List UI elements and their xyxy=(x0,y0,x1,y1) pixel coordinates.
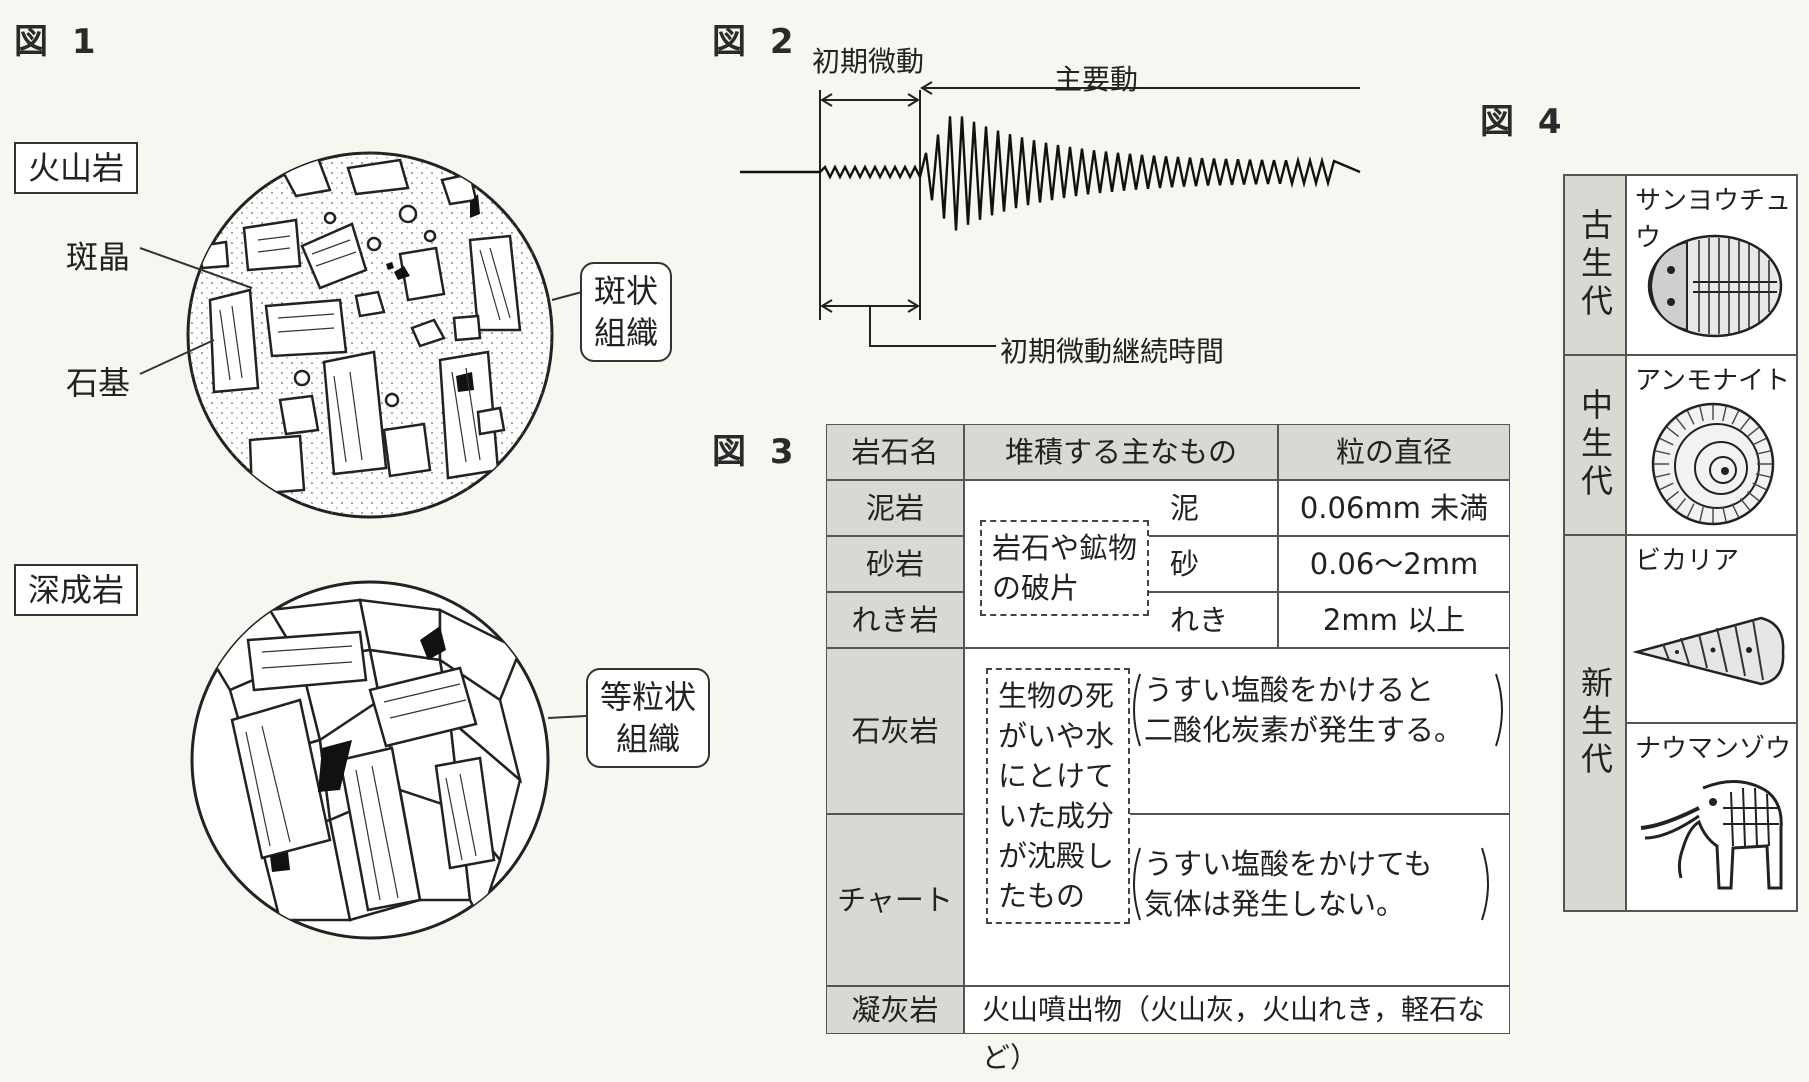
ammonite-icon xyxy=(1651,402,1775,526)
bio-box-line6: たもの xyxy=(998,879,1086,913)
fig3-label: 図 3 xyxy=(712,432,800,472)
fig1-label: 図 1 xyxy=(14,22,102,62)
era-cenozoic-label: 新生代 xyxy=(1576,666,1614,780)
volcanic-rock-circle xyxy=(186,151,554,519)
plutonic-rock-label: 深成岩 xyxy=(14,564,139,616)
seismogram xyxy=(740,81,1361,347)
row-name-conglomerate: れき岩 xyxy=(851,603,939,637)
bio-box-line4: いた成分 xyxy=(998,799,1115,833)
biogenic-source-box: 生物の死 がいや水 にとけて いた成分 が沈殿し たもの xyxy=(986,668,1130,924)
note-parentheses xyxy=(1133,673,1503,921)
seismic-wave-trace xyxy=(740,116,1361,231)
fossil-ammonite-name: アンモナイト xyxy=(1635,366,1790,396)
vicarya-icon xyxy=(1633,616,1785,686)
limestone-note: うすい塩酸をかけると 二酸化炭素が発生する。 xyxy=(1144,670,1463,750)
chert-note-line1: うすい塩酸をかけても xyxy=(1144,847,1433,881)
row-name-chert: チャート xyxy=(837,883,953,917)
naumann-elephant-icon xyxy=(1640,779,1783,890)
material-mud: 泥 xyxy=(1170,491,1200,525)
fossil-vicarya: ビカリア xyxy=(1627,536,1796,724)
col-header-size: 粒の直径 xyxy=(1335,435,1452,469)
era-mesozoic: 中生代 xyxy=(1565,356,1627,536)
equigranular-texture-callout: 等粒状 組織 xyxy=(586,668,711,768)
bio-box-line3: にとけて xyxy=(998,759,1115,793)
phenocryst-label: 斑晶 xyxy=(66,238,131,276)
chert-note: うすい塩酸をかけても 気体は発生しない。 xyxy=(1144,844,1433,924)
porphyritic-texture-line2: 組織 xyxy=(594,314,659,352)
volcanic-rock-label: 火山岩 xyxy=(14,142,139,194)
bio-box-line1: 生物の死 xyxy=(998,679,1115,713)
equigranular-texture-line2: 組織 xyxy=(616,720,681,758)
fig4-label: 図 4 xyxy=(1480,102,1568,142)
material-tuff: 火山噴出物（火山灰，火山れき，軽石など） xyxy=(982,993,1486,1074)
fossil-trilobite: サンヨウチュウ xyxy=(1627,176,1796,356)
porphyritic-texture-line1: 斑状 xyxy=(594,272,659,310)
bio-box-line5: が沈殿し xyxy=(998,839,1115,873)
col-header-material: 堆積する主なもの xyxy=(1004,435,1237,469)
material-sand: 砂 xyxy=(1170,547,1200,581)
geologic-era-fossil-chart: 古生代 中生代 新生代 サンヨウチュウ アンモナイト xyxy=(1563,174,1798,912)
p-duration-label: 初期微動継続時間 xyxy=(1000,335,1225,368)
groundmass-label: 石基 xyxy=(66,364,131,402)
era-paleozoic: 古生代 xyxy=(1565,176,1627,356)
row-name-tuff: 凝灰岩 xyxy=(851,993,939,1027)
fossil-trilobite-name: サンヨウチュウ xyxy=(1635,186,1792,253)
trilobite-icon xyxy=(1647,234,1783,338)
era-cenozoic: 新生代 xyxy=(1565,536,1627,910)
clastic-source-box: 岩石や鉱物 の破片 xyxy=(980,520,1150,616)
fossil-naumann-elephant: ナウマンゾウ xyxy=(1627,724,1796,910)
fossil-vicarya-name: ビカリア xyxy=(1635,546,1740,576)
fig2-label: 図 2 xyxy=(712,22,800,62)
s-wave-label: 主要動 xyxy=(1054,63,1139,96)
size-conglomerate: 2mm 以上 xyxy=(1322,603,1466,637)
row-name-mudstone: 泥岩 xyxy=(865,491,924,525)
material-gravel: れき xyxy=(1170,603,1229,637)
limestone-note-line2: 二酸化炭素が発生する。 xyxy=(1144,713,1464,747)
chert-note-line2: 気体は発生しない。 xyxy=(1144,887,1406,921)
row-name-sandstone: 砂岩 xyxy=(865,547,924,581)
fossil-ammonite: アンモナイト xyxy=(1627,356,1796,536)
p-wave-label: 初期微動 xyxy=(812,45,925,78)
equigranular-texture-line1: 等粒状 xyxy=(600,678,697,716)
sedimentary-rock-table: 岩石名 堆積する主なもの 粒の直径 泥岩 砂岩 れき岩 泥 砂 れき 0.06m… xyxy=(826,424,1510,1074)
size-mudstone: 0.06mm 未満 xyxy=(1299,491,1489,525)
clastic-box-line1: 岩石や鉱物 xyxy=(992,531,1138,565)
row-name-limestone: 石灰岩 xyxy=(851,714,939,748)
era-mesozoic-label: 中生代 xyxy=(1576,388,1614,502)
clastic-box-line2: の破片 xyxy=(992,571,1080,605)
fossil-elephant-name: ナウマンゾウ xyxy=(1635,734,1792,764)
era-paleozoic-label: 古生代 xyxy=(1576,208,1614,322)
bio-box-line2: がいや水 xyxy=(998,719,1115,753)
fig1-rock-illustrations xyxy=(139,151,587,940)
col-header-rock: 岩石名 xyxy=(851,435,939,469)
limestone-note-line1: うすい塩酸をかけると xyxy=(1144,673,1435,707)
porphyritic-texture-callout: 斑状 組織 xyxy=(580,262,673,362)
plutonic-rock-circle xyxy=(190,580,550,940)
size-sandstone: 0.06〜2mm xyxy=(1309,547,1479,581)
